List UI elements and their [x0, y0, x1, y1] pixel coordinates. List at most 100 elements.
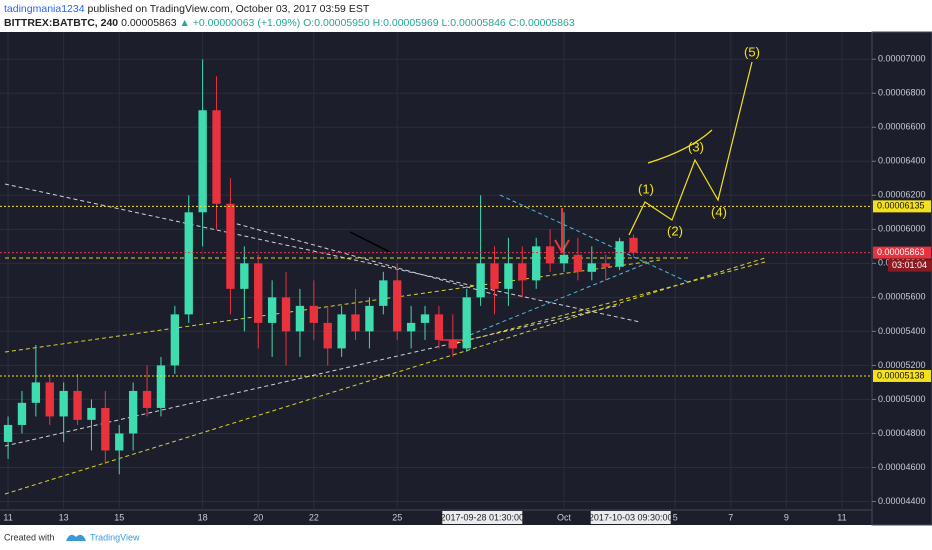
x-tick-label: 2017-10-03 09:30:00 [589, 512, 673, 522]
arrow [554, 208, 570, 254]
x-tick-label: 15 [114, 512, 124, 522]
trendline [4, 183, 641, 323]
y-tick-label: 0.00005000 [878, 394, 926, 404]
candle-body [476, 263, 485, 298]
candle-body [254, 263, 263, 323]
x-tick-label: 18 [198, 512, 208, 522]
wave-label: (4) [711, 204, 727, 219]
candle-body [406, 322, 416, 332]
candle-body [601, 263, 610, 267]
candle-body [309, 305, 319, 323]
trendline [449, 261, 766, 346]
candle-body [559, 254, 569, 264]
candle-body [73, 390, 82, 420]
candle-body [420, 314, 430, 323]
y-tick-label: 0.00005600 [878, 292, 926, 302]
candle-body [87, 407, 96, 420]
candle-body [365, 305, 374, 332]
change: ▲ +0.00000063 (+1.09%) [179, 17, 300, 29]
level-label: 0.00006135 [877, 201, 925, 211]
x-tick-label: 13 [59, 512, 69, 522]
x-tick-label: Oct [557, 512, 572, 522]
wave-label: (1) [638, 181, 654, 196]
candle-body [587, 263, 596, 272]
candle-body [267, 297, 277, 323]
wave-label: (5) [744, 44, 760, 59]
logo [66, 534, 86, 541]
x-tick-label: 9 [784, 512, 789, 522]
level-label: 0.00005138 [877, 370, 925, 380]
candle-body [45, 382, 54, 417]
candle-body [295, 305, 305, 332]
countdown: 03:01:04 [892, 260, 927, 270]
trendline [229, 221, 501, 297]
y-tick-label: 0.00005200 [878, 360, 926, 370]
level-label-box [873, 200, 931, 213]
candle-body [240, 263, 249, 289]
level-label-box [873, 246, 931, 259]
y-tick-label: 0.00006400 [878, 156, 926, 166]
x-label-box [442, 511, 523, 524]
candle-body [3, 424, 13, 442]
candle-body [59, 390, 68, 417]
candle-body [115, 433, 124, 451]
ohlc: O:0.00005950 [303, 17, 370, 29]
trendline [469, 261, 651, 336]
symbol: BITTREX:BATBTC, 240 [4, 17, 118, 29]
x-tick-label: 11 [3, 512, 12, 522]
candle-body [545, 246, 555, 264]
candle-body [101, 407, 110, 451]
candle-body [379, 280, 388, 306]
candle-body [448, 339, 457, 349]
wave-label: (3) [688, 139, 704, 154]
candle-body [518, 263, 527, 281]
ohlc: C:0.00005863 [509, 17, 575, 29]
chart-background [0, 32, 932, 525]
candle-body [434, 314, 444, 340]
brand[interactable]: TradingView [90, 532, 140, 542]
candle-body [351, 314, 360, 332]
wave-label: (2) [667, 223, 683, 238]
countdown-box [888, 259, 932, 272]
header: tadingmania1234 published on TradingView… [4, 3, 370, 15]
candle-body [615, 241, 624, 267]
candle-body [532, 246, 541, 281]
x-label-box [590, 511, 671, 524]
x-tick-label: 25 [392, 512, 402, 522]
candle-body [31, 382, 41, 403]
candle-body [184, 212, 193, 315]
level-label: 0.00005863 [877, 247, 925, 257]
symbol-line: BITTREX:BATBTC, 240 0.00005863 ▲ +0.0000… [4, 17, 575, 29]
candle-body [198, 110, 207, 213]
candle-body [462, 297, 471, 349]
footer-text: Created with [4, 532, 55, 542]
x-tick-label: 2017-09-28 01:30:00 [440, 512, 524, 522]
price-axis [871, 31, 932, 526]
wave-path [628, 61, 753, 236]
x-tick-label: 11 [837, 512, 846, 522]
ohlc: L:0.00005846 [442, 17, 506, 29]
x-tick-label: 5 [673, 512, 678, 522]
candle-body [337, 314, 346, 349]
candle-body [573, 254, 583, 272]
y-tick-label: 0.00006000 [878, 224, 926, 234]
y-tick-label: 0.00004800 [878, 428, 926, 438]
candle-body [226, 203, 235, 289]
last-price: 0.00005863 [121, 17, 177, 29]
level-label-box [873, 369, 931, 382]
candle-body [629, 237, 638, 253]
candle-body [323, 322, 332, 349]
trendline [349, 231, 391, 253]
y-tick-label: 0.00004600 [878, 462, 926, 472]
trendline [4, 259, 661, 353]
y-tick-label: 0.00006600 [878, 122, 926, 132]
candle-body [170, 314, 180, 366]
y-tick-label: 0.00007000 [878, 54, 926, 64]
y-tick-label: 0.00006200 [878, 190, 926, 200]
x-tick-label: 22 [309, 512, 319, 522]
y-tick-label: 0.00005400 [878, 326, 926, 336]
candle-body [17, 402, 27, 425]
candle-body [142, 390, 152, 408]
published: published on TradingView.com, October 03… [88, 3, 370, 15]
candle-body [128, 390, 138, 434]
